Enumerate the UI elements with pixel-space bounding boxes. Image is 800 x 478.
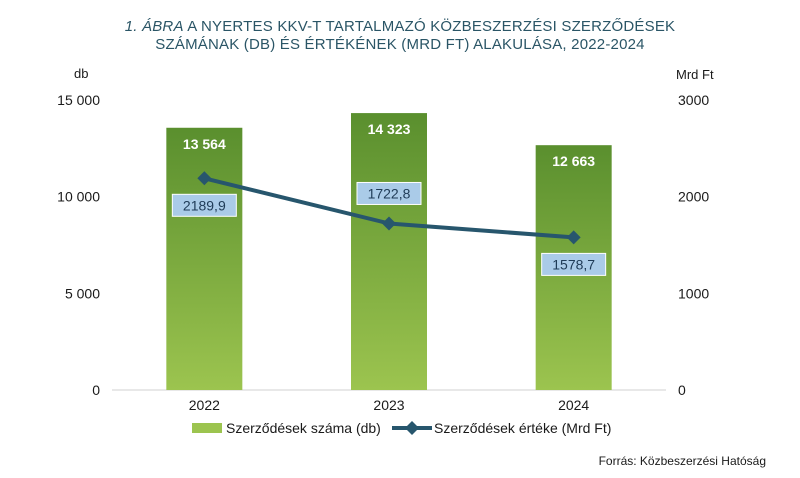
legend: Szerződések száma (db) Szerződések értéke…: [192, 420, 611, 436]
line-value-box: [171, 193, 237, 217]
legend-line-label: Szerződések értéke (Mrd Ft): [434, 420, 611, 436]
title-text-line1: A NYERTES KKV-T TARTALMAZÓ KÖZBESZERZÉSI…: [187, 18, 676, 35]
bar-value-label: 13 564: [183, 136, 226, 152]
x-tick-label: 2022: [189, 397, 220, 413]
chart-title-line1: 1. ÁBRA A NYERTES KKV-T TARTALMAZÓ KÖZBE…: [0, 18, 800, 36]
line-marker: [382, 216, 396, 231]
y-right-tick-label: 2000: [678, 189, 709, 205]
bar: [351, 113, 427, 390]
value-line: [197, 171, 581, 245]
y-right-tick-label: 0: [678, 382, 686, 398]
y-right-tick-label: 3000: [678, 92, 709, 108]
bar-value-label: 12 663: [552, 153, 595, 169]
line-value-box: [541, 252, 607, 276]
line-value-label: 1578,7: [552, 256, 595, 272]
y-left-tick-label: 10 000: [57, 189, 100, 205]
bar-value-label: 14 323: [368, 121, 411, 137]
y-left-axis-label: db: [74, 66, 88, 81]
figure-number: 1. ÁBRA: [124, 18, 184, 35]
y-left-tick-label: 15 000: [57, 92, 100, 108]
chart-title: 1. ÁBRA A NYERTES KKV-T TARTALMAZÓ KÖZBE…: [0, 18, 800, 54]
line-marker: [566, 230, 581, 245]
line-value-box: [356, 181, 422, 205]
legend-bar-swatch: [192, 423, 222, 433]
bar: [166, 127, 243, 390]
y-left-tick-label: 5 000: [65, 285, 100, 301]
line-value-label: 1722,8: [368, 185, 411, 201]
legend-bar-label: Szerződések száma (db): [226, 420, 381, 436]
y-left-tick-label: 0: [92, 382, 100, 398]
y-right-tick-label: 1000: [678, 285, 709, 301]
chart-title-line2: SZÁMÁNAK (DB) ÉS ÉRTÉKÉNEK (MRD FT) ALAK…: [155, 36, 645, 53]
data-labels: 13 564 14 323 12 663 2189,9 1722,8 1578,7: [171, 121, 607, 276]
line-value-label: 2189,9: [183, 197, 226, 213]
legend-line-marker: [405, 421, 419, 435]
y-right-axis-label: Mrd Ft: [676, 67, 714, 82]
x-tick-label: 2024: [558, 397, 589, 413]
bars: [166, 113, 612, 390]
line-marker: [197, 171, 212, 186]
source-note: Forrás: Közbeszerzési Hatóság: [598, 454, 766, 468]
x-tick-label: 2023: [373, 397, 404, 413]
